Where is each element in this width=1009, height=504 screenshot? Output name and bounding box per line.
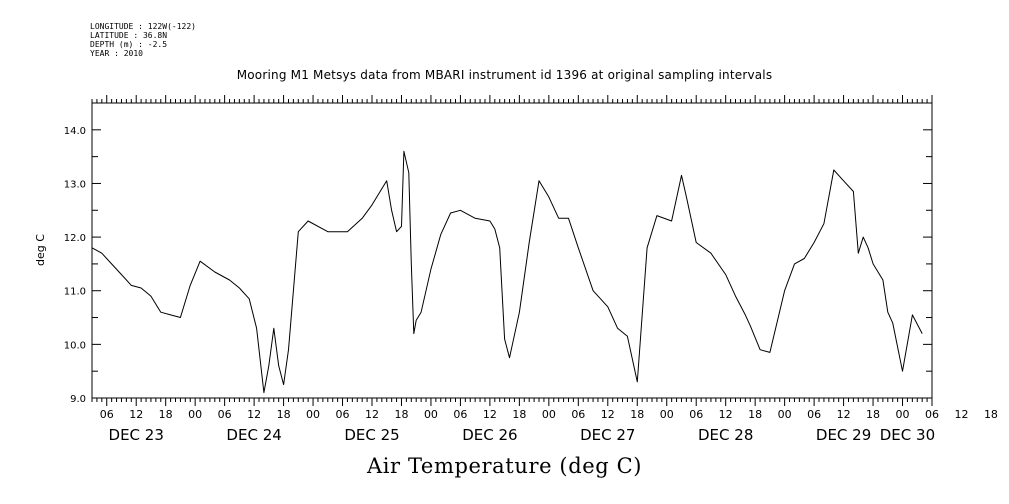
x-day-label: DEC 29 (816, 426, 871, 444)
x-hour-tick-label: 06 (689, 408, 703, 421)
x-hour-tick-label: 12 (837, 408, 851, 421)
x-day-label: DEC 27 (580, 426, 635, 444)
x-hour-tick-label: 18 (748, 408, 762, 421)
x-hour-tick-label: 06 (807, 408, 821, 421)
x-hour-tick-label: 18 (512, 408, 526, 421)
y-tick-label: 14.0 (64, 126, 86, 137)
x-hour-tick-label: 12 (365, 408, 379, 421)
y-tick-label: 13.0 (64, 179, 86, 190)
axes-frame (91, 102, 933, 399)
x-hour-tick-label: 12 (719, 408, 733, 421)
x-hour-tick-label: 00 (542, 408, 556, 421)
x-hour-tick-label: 12 (129, 408, 143, 421)
x-hour-tick-label: 12 (247, 408, 261, 421)
x-hour-tick-label: 18 (866, 408, 880, 421)
x-hour-tick-label: 18 (984, 408, 998, 421)
y-tick-label: 10.0 (64, 340, 86, 351)
x-hour-tick-label: 06 (336, 408, 350, 421)
y-axis-label: deg C (34, 234, 47, 266)
x-hour-tick-label: 06 (218, 408, 232, 421)
x-hour-tick-label: 00 (778, 408, 792, 421)
x-hour-tick-label: 00 (188, 408, 202, 421)
longitude-label: LONGITUDE : 122W(-122) (90, 22, 196, 31)
x-hour-tick-label: 06 (453, 408, 467, 421)
latitude-label: LATITUDE : 36.8N (90, 31, 168, 40)
x-day-label: DEC 23 (109, 426, 164, 444)
x-hour-tick-label: 00 (660, 408, 674, 421)
series-group (91, 150, 923, 394)
x-hour-tick-label: 12 (954, 408, 968, 421)
y-tick-label: 12.0 (64, 233, 86, 244)
x-day-label: DEC 30 (880, 426, 935, 444)
chart-title: Mooring M1 Metsys data from MBARI instru… (236, 68, 773, 82)
x-hour-tick-label: 06 (100, 408, 114, 421)
x-hour-tick-label: 18 (394, 408, 408, 421)
x-hour-tick-label: 00 (306, 408, 320, 421)
y-tick-label: 11.0 (64, 287, 86, 298)
x-day-label: DEC 28 (698, 426, 753, 444)
x-hour-tick-label: 18 (277, 408, 291, 421)
x-axis-label: Air Temperature (deg C) (366, 454, 643, 478)
metadata-block: LONGITUDE : 122W(-122) LATITUDE : 36.8N … (90, 22, 196, 58)
x-day-label: DEC 25 (344, 426, 399, 444)
x-hour-tick-label: 18 (630, 408, 644, 421)
y-axis: 9.0 10.0 11.0 12.0 13.0 14.0 (64, 102, 932, 405)
x-hour-tick-label: 12 (483, 408, 497, 421)
x-hour-tick-label: 06 (571, 408, 585, 421)
x-hour-tick-label: 12 (601, 408, 615, 421)
series-line (91, 150, 923, 394)
x-axis: 06 12 18 00 06 12 18 00 06 12 18 00 06 12 18 00 06 12 18 00… (91, 95, 998, 444)
year-label: YEAR : 2010 (90, 49, 143, 58)
x-hour-tick-label: 06 (925, 408, 939, 421)
x-hour-tick-label: 00 (424, 408, 438, 421)
y-tick-label: 9.0 (70, 394, 86, 405)
x-day-label: DEC 26 (462, 426, 517, 444)
x-hour-tick-label: 00 (896, 408, 910, 421)
depth-label: DEPTH (m) : -2.5 (90, 40, 168, 49)
x-day-label: DEC 24 (226, 426, 281, 444)
x-hour-tick-label: 18 (159, 408, 173, 421)
